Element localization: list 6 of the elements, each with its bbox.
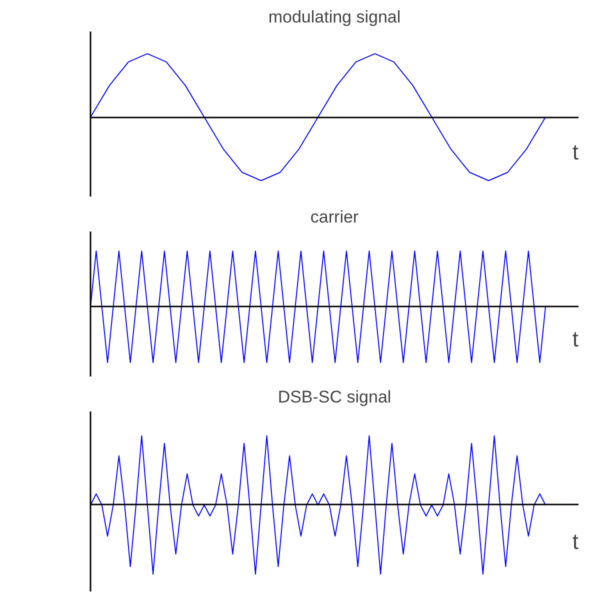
x-axis-title: t: [572, 139, 579, 164]
chart-title: DSB-SC signal: [278, 388, 392, 406]
x-axis-title: t: [572, 326, 579, 352]
chart-title: carrier: [310, 208, 359, 226]
chart-title: modulating signal: [268, 8, 401, 26]
x-axis-title: t: [572, 529, 579, 554]
